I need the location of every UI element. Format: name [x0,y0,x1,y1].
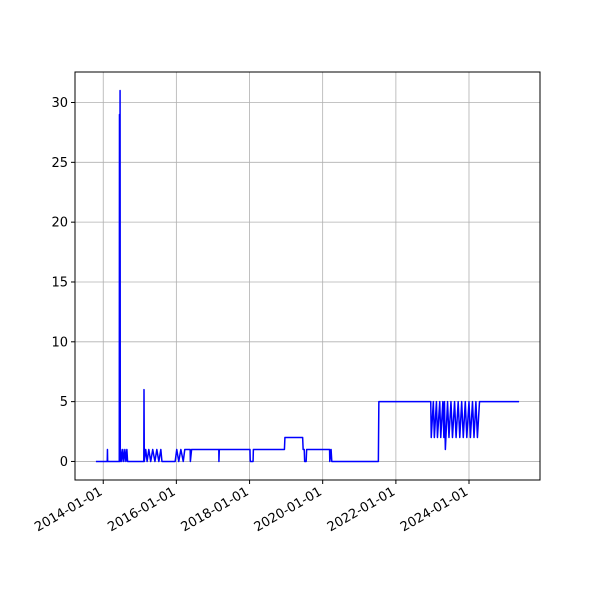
y-tick-label: 20 [51,216,68,231]
plot-frame [74,71,541,481]
y-tick-label: 30 [51,96,68,111]
y-tick-label: 5 [60,395,68,410]
y-tick-label: 15 [51,275,68,290]
y-tick-label: 25 [51,156,68,171]
data-line [95,89,520,463]
y-tick-label: 0 [60,455,68,470]
y-tick-label: 10 [51,335,68,350]
